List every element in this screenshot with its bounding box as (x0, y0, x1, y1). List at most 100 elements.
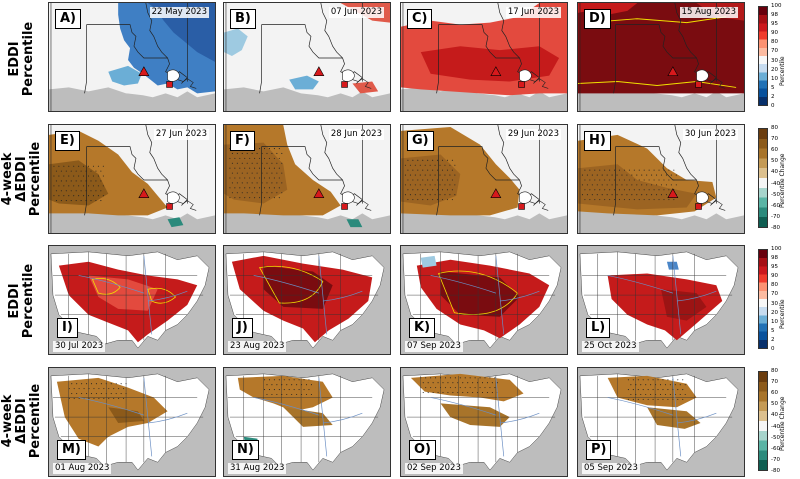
colorbar-tick-label: 60 (771, 390, 778, 397)
panel-date: 07 Sep 2023 (405, 341, 463, 352)
panel-letter: P) (586, 440, 612, 460)
panel-letter: O) (409, 440, 436, 460)
colorbar-tick-label: 80 (771, 39, 778, 46)
map-panel-l: L) 25 Oct 2023 (577, 245, 745, 355)
panel-date: 01 Aug 2023 (53, 463, 112, 474)
colorbar-tick-label: 70 (771, 291, 778, 298)
panel-letter: N) (232, 440, 259, 460)
map-panel-c: C) 17 Jun 2023 (400, 2, 568, 112)
map-image (401, 3, 567, 111)
row-label-eddi-2: EDDI Percentile (7, 263, 37, 339)
colorbar-tick-label: 98 (771, 255, 778, 262)
colorbar-tick-label: -70 (771, 213, 780, 220)
row-label-delta-eddi-2: 4-week ΔEDDI Percentile (0, 383, 44, 458)
colorbar-1 (758, 6, 768, 106)
colorbar-title: Percentile Change (779, 153, 786, 208)
map-image (49, 368, 215, 476)
colorbar-title: Percentile Change (779, 396, 786, 451)
colorbar-tick-label: 100 (771, 3, 782, 9)
colorbar-tick-label: 40 (771, 412, 778, 419)
map-image (578, 246, 744, 354)
map-image (224, 246, 390, 354)
panel-date: 27 Jun 2023 (153, 129, 209, 140)
colorbar-ticks: 100 98 95 90 80 70 30 20 10 5 2 0 (771, 246, 782, 352)
colorbar-tick-label: 0 (771, 346, 775, 352)
panel-letter: L) (586, 318, 611, 338)
map-panel-j: J) 23 Aug 2023 (223, 245, 391, 355)
map-panel-b: B) 07 Jun 2023 (223, 2, 391, 112)
map-image (49, 246, 215, 354)
panel-date: 07 Jun 2023 (328, 7, 384, 18)
colorbar-ticks: 100 98 95 90 80 70 30 20 10 5 2 0 (771, 3, 782, 109)
colorbar-tick-label: 20 (771, 66, 778, 73)
colorbar-2 (758, 128, 768, 228)
panel-letter: K) (409, 318, 436, 338)
panel-letter: H) (584, 131, 611, 151)
panel-date: 22 May 2023 (149, 7, 209, 18)
map-panel-f: F) 28 Jun 2023 (223, 124, 391, 234)
colorbar-tick-label: 40 (771, 169, 778, 176)
colorbar-3 (758, 249, 768, 349)
colorbar-tick-label: -80 (771, 225, 780, 231)
map-panel-o: O) 02 Sep 2023 (400, 367, 568, 477)
panel-letter: F) (230, 131, 255, 151)
colorbar-tick-label: -40 (771, 180, 780, 187)
colorbar-tick-label: 80 (771, 282, 778, 289)
map-image (578, 368, 744, 476)
map-image (49, 3, 215, 111)
map-panel-k: K) 07 Sep 2023 (400, 245, 568, 355)
panel-date: 25 Oct 2023 (582, 341, 639, 352)
panel-letter: A) (55, 9, 82, 29)
colorbar-tick-label: 0 (771, 103, 775, 109)
panel-letter: M) (57, 440, 86, 460)
map-panel-i: I) 30 Jul 2023 (48, 245, 216, 355)
panel-letter: D) (584, 9, 611, 29)
colorbar-tick-label: 100 (771, 246, 782, 252)
colorbar-tick-label: 2 (771, 93, 775, 100)
colorbar-tick-label: 80 (771, 125, 778, 131)
map-panel-g: G) 29 Jun 2023 (400, 124, 568, 234)
map-image (224, 125, 390, 233)
panel-letter: G) (407, 131, 434, 151)
colorbar-tick-label: 90 (771, 30, 778, 37)
map-panel-m: M) 01 Aug 2023 (48, 367, 216, 477)
map-panel-e: E) 27 Jun 2023 (48, 124, 216, 234)
colorbar-tick-label: -60 (771, 202, 780, 209)
colorbar-tick-label: 60 (771, 147, 778, 154)
colorbar-tick-label: 50 (771, 401, 778, 408)
colorbar-title: Percentile (779, 299, 786, 329)
colorbar-tick-label: 70 (771, 48, 778, 55)
colorbar-tick-label: -80 (771, 468, 780, 474)
panel-date: 17 Jun 2023 (505, 7, 561, 18)
panel-date: 02 Sep 2023 (405, 463, 463, 474)
colorbar-tick-label: -60 (771, 445, 780, 452)
panel-date: 30 Jun 2023 (682, 129, 738, 140)
panel-letter: B) (230, 9, 256, 29)
panel-letter: E) (55, 131, 80, 151)
colorbar-tick-label: 98 (771, 12, 778, 19)
map-image (578, 125, 744, 233)
colorbar-tick-label: -50 (771, 191, 780, 198)
panel-date: 31 Aug 2023 (228, 463, 287, 474)
colorbar-tick-label: 30 (771, 300, 778, 307)
map-panel-h: H) 30 Jun 2023 (577, 124, 745, 234)
colorbar-tick-label: -70 (771, 456, 780, 463)
colorbar-tick-label: 20 (771, 309, 778, 316)
colorbar-tick-label: 30 (771, 57, 778, 64)
colorbar-tick-label: 70 (771, 379, 778, 386)
colorbar-tick-label: 10 (771, 318, 778, 325)
colorbar-tick-label: 5 (771, 327, 775, 334)
map-panel-a: A) 22 May 2023 (48, 2, 216, 112)
row-label-eddi-1: EDDI Percentile (7, 21, 37, 97)
panel-letter: I) (57, 318, 78, 338)
panel-date: 28 Jun 2023 (328, 129, 384, 140)
panel-date: 29 Jun 2023 (505, 129, 561, 140)
colorbar-ticks: 80 70 60 50 40 -40 -50 -60 -70 -80 (771, 125, 781, 231)
map-image (578, 3, 744, 111)
colorbar-tick-label: 95 (771, 264, 778, 271)
map-image (49, 125, 215, 233)
panel-letter: C) (407, 9, 433, 29)
colorbar-tick-label: 70 (771, 136, 778, 143)
row-label-delta-eddi-1: 4-week ΔEDDI Percentile (0, 141, 44, 217)
colorbar-ticks: 80 70 60 50 40 -40 -50 -60 -70 -80 (771, 368, 781, 474)
